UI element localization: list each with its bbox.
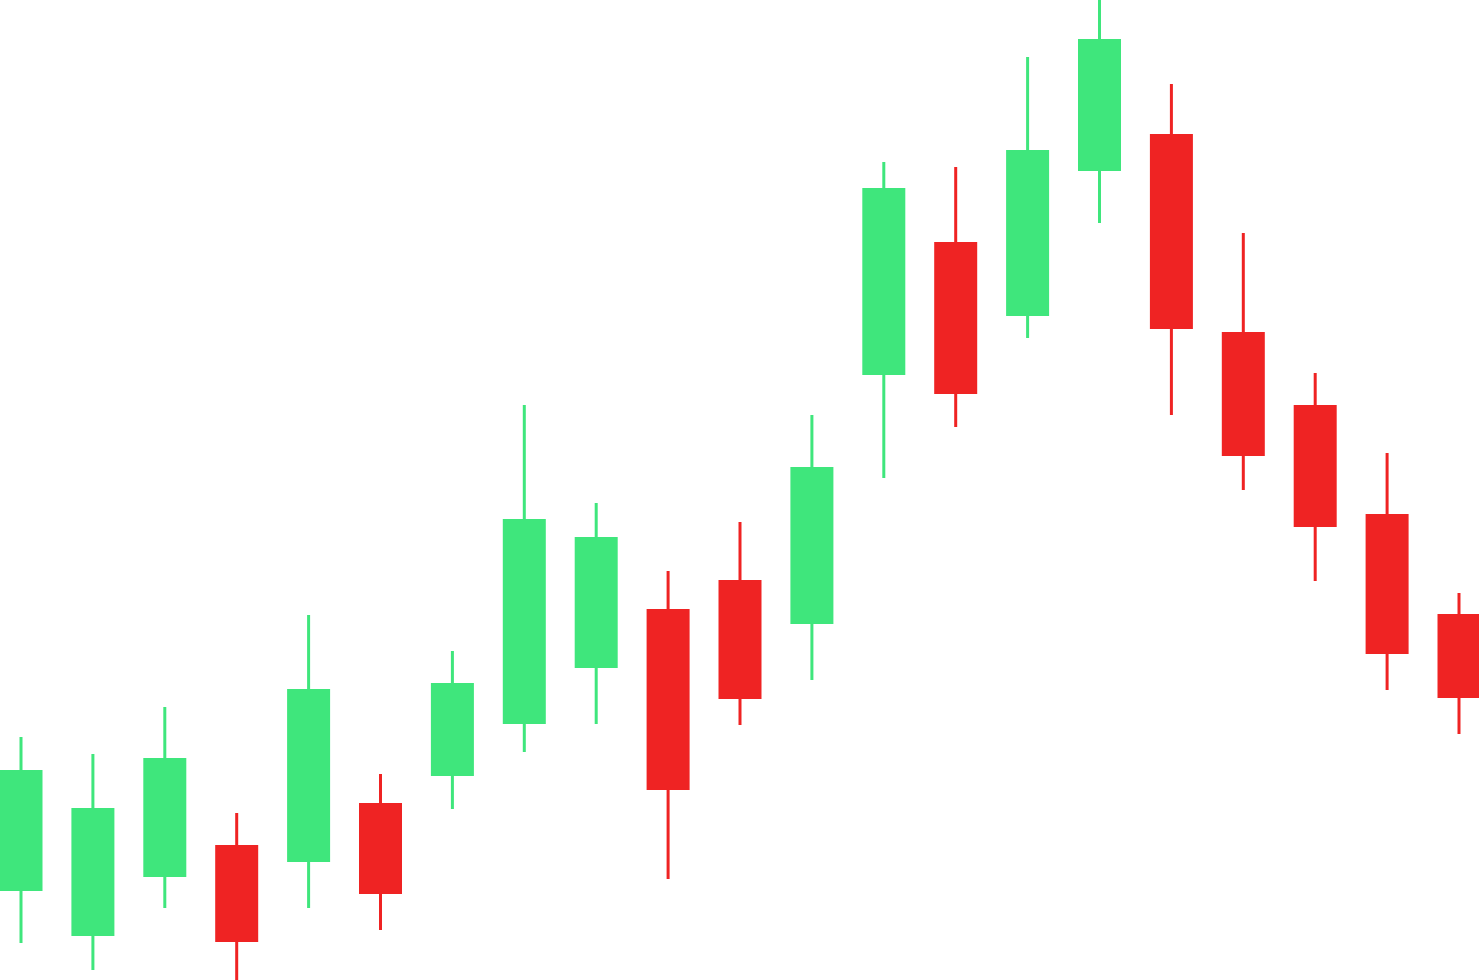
candle-body bbox=[430, 683, 474, 776]
candle-7 bbox=[430, 651, 474, 809]
candle-4 bbox=[215, 813, 259, 980]
candle-16 bbox=[1078, 0, 1121, 223]
candle-body bbox=[502, 519, 546, 724]
candle-13 bbox=[862, 162, 906, 478]
candle-5 bbox=[287, 615, 331, 908]
candle-20 bbox=[1365, 453, 1409, 690]
candle-6 bbox=[359, 774, 402, 930]
candle-14 bbox=[934, 167, 978, 427]
candle-17 bbox=[1149, 84, 1193, 415]
candle-body bbox=[0, 770, 43, 891]
candle-12 bbox=[790, 415, 834, 680]
candle-3 bbox=[143, 707, 187, 908]
candle-8 bbox=[502, 405, 546, 752]
candle-19 bbox=[1293, 373, 1337, 581]
candle-body bbox=[1365, 514, 1409, 654]
candle-body bbox=[215, 845, 259, 942]
candle-body bbox=[1006, 150, 1050, 316]
candle-2 bbox=[71, 754, 115, 970]
candle-1 bbox=[0, 737, 43, 943]
candle-body bbox=[287, 689, 331, 862]
candle-11 bbox=[718, 522, 762, 725]
candle-body bbox=[71, 808, 115, 936]
candle-body bbox=[359, 803, 402, 894]
candle-21 bbox=[1437, 593, 1479, 734]
candle-body bbox=[934, 242, 978, 394]
candle-9 bbox=[574, 503, 618, 724]
candle-10 bbox=[646, 571, 690, 879]
candle-body bbox=[1078, 39, 1121, 171]
candle-body bbox=[790, 467, 834, 624]
candle-body bbox=[718, 580, 762, 699]
candle-body bbox=[1221, 332, 1265, 456]
candle-body bbox=[574, 537, 618, 668]
candle-body bbox=[862, 188, 906, 375]
candle-15 bbox=[1006, 57, 1050, 338]
candle-body bbox=[1437, 614, 1479, 698]
candle-18 bbox=[1221, 233, 1265, 490]
candle-body bbox=[1149, 134, 1193, 329]
candle-body bbox=[1293, 405, 1337, 527]
candle-body bbox=[143, 758, 187, 877]
candle-body bbox=[646, 609, 690, 790]
